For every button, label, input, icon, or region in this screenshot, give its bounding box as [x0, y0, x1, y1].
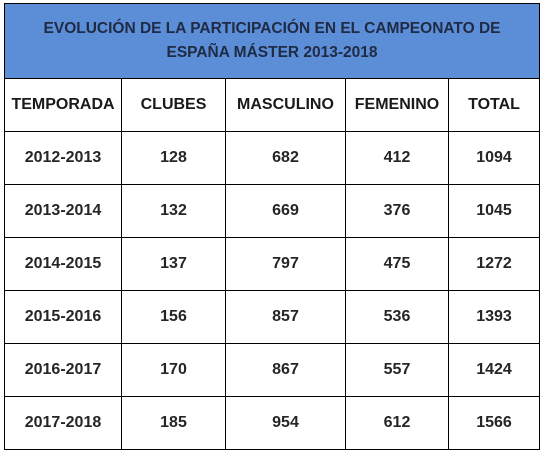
cell-clubes: 128 — [121, 131, 226, 185]
table-row: 2013-2014 132 669 376 1045 — [4, 184, 541, 238]
cell-temporada: 2017-2018 — [4, 396, 122, 450]
cell-femenino: 412 — [345, 131, 449, 185]
header-masculino: MASCULINO — [225, 78, 346, 132]
header-clubes: CLUBES — [121, 78, 226, 132]
cell-total: 1424 — [447, 343, 541, 397]
cell-clubes: 185 — [121, 396, 226, 450]
cell-clubes: 132 — [121, 184, 226, 238]
cell-temporada: 2016-2017 — [4, 343, 122, 397]
table-row: 2017-2018 185 954 612 1566 — [4, 396, 541, 450]
participation-table: EVOLUCIÓN DE LA PARTICIPACIÓN EN EL CAMP… — [3, 3, 541, 450]
header-total: TOTAL — [447, 78, 541, 132]
cell-masculino: 857 — [225, 290, 346, 344]
table-row: 2012-2013 128 682 412 1094 — [4, 131, 541, 185]
cell-femenino: 536 — [345, 290, 449, 344]
table-title-line-2: ESPAÑA MÁSTER 2013-2018 — [166, 44, 378, 61]
cell-total: 1566 — [447, 396, 541, 450]
cell-temporada: 2014-2015 — [4, 237, 122, 291]
cell-total: 1272 — [447, 237, 541, 291]
cell-total: 1393 — [447, 290, 541, 344]
cell-clubes: 170 — [121, 343, 226, 397]
table-title: EVOLUCIÓN DE LA PARTICIPACIÓN EN EL CAMP… — [3, 3, 541, 79]
table-row: 2014-2015 137 797 475 1272 — [4, 237, 541, 291]
cell-femenino: 475 — [345, 237, 449, 291]
cell-temporada: 2013-2014 — [4, 184, 122, 238]
table-row: 2015-2016 156 857 536 1393 — [4, 290, 541, 344]
cell-clubes: 137 — [121, 237, 226, 291]
cell-masculino: 797 — [225, 237, 346, 291]
participation-table-container: EVOLUCIÓN DE LA PARTICIPACIÓN EN EL CAMP… — [3, 3, 541, 450]
table-row: 2016-2017 170 867 557 1424 — [4, 343, 541, 397]
header-temporada: TEMPORADA — [4, 78, 122, 132]
cell-temporada: 2015-2016 — [4, 290, 122, 344]
table-title-line-1: EVOLUCIÓN DE LA PARTICIPACIÓN EN EL CAMP… — [43, 20, 501, 37]
header-row: TEMPORADA CLUBES MASCULINO FEMENINO TOTA… — [4, 78, 541, 132]
cell-total: 1094 — [447, 131, 541, 185]
cell-temporada: 2012-2013 — [4, 131, 122, 185]
cell-masculino: 867 — [225, 343, 346, 397]
cell-femenino: 376 — [345, 184, 449, 238]
header-femenino: FEMENINO — [345, 78, 449, 132]
cell-masculino: 954 — [225, 396, 346, 450]
cell-masculino: 682 — [225, 131, 346, 185]
cell-femenino: 612 — [345, 396, 449, 450]
cell-masculino: 669 — [225, 184, 346, 238]
cell-total: 1045 — [447, 184, 541, 238]
cell-clubes: 156 — [121, 290, 226, 344]
cell-femenino: 557 — [345, 343, 449, 397]
